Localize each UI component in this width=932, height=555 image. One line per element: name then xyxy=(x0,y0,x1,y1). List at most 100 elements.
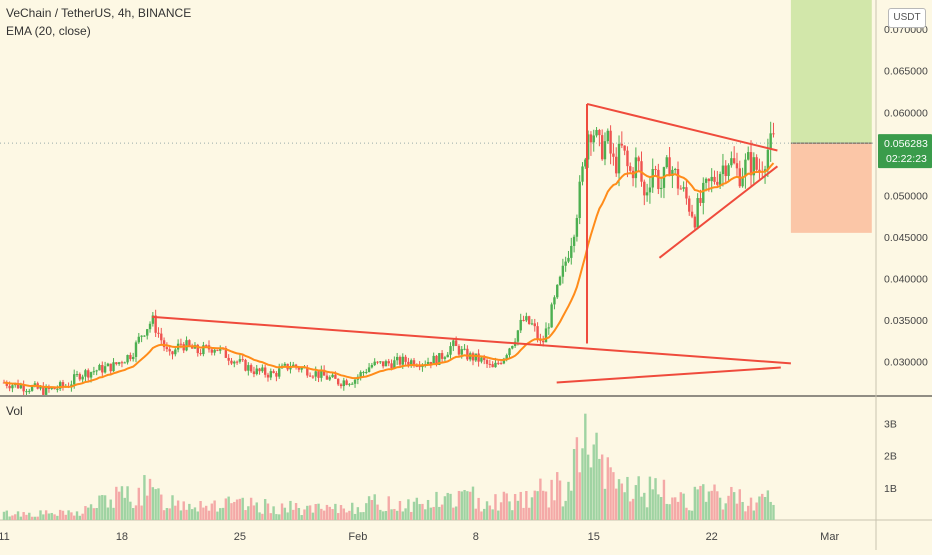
volume-bar xyxy=(640,496,643,520)
volume-bar xyxy=(219,508,222,520)
candle xyxy=(533,318,536,332)
candle xyxy=(140,335,143,343)
candle-body xyxy=(561,265,565,277)
candle xyxy=(732,146,736,165)
candle xyxy=(165,342,169,353)
candle xyxy=(693,214,697,231)
candle-body xyxy=(671,169,674,176)
volume-bar xyxy=(530,497,534,520)
volume-bar xyxy=(536,491,539,520)
candle xyxy=(247,362,250,376)
candle xyxy=(157,327,160,338)
volume-tick-label: 1B xyxy=(884,483,897,495)
candle xyxy=(412,357,416,368)
volume-bar xyxy=(443,496,447,520)
volume-bar xyxy=(261,513,264,520)
volume-bar xyxy=(373,494,376,520)
price-tag[interactable]: 0.056283 02:22:23 xyxy=(878,134,932,169)
candle xyxy=(724,160,727,184)
candle-body xyxy=(320,369,323,378)
volume-bar xyxy=(168,508,171,520)
candle xyxy=(643,179,646,206)
volume-bar xyxy=(395,510,399,520)
volume-bar xyxy=(718,497,722,520)
volume-bar xyxy=(216,511,219,520)
candle-body xyxy=(452,340,455,347)
candle-body xyxy=(710,176,713,182)
volume-bar xyxy=(505,493,508,520)
candle xyxy=(575,214,579,242)
volume-bar xyxy=(404,508,407,520)
volume-bar xyxy=(485,501,489,520)
volume-bar xyxy=(5,510,9,520)
candle xyxy=(440,350,444,363)
candle xyxy=(47,384,51,393)
candle xyxy=(606,128,609,144)
volume-bar xyxy=(109,499,112,520)
volume-bar xyxy=(556,472,559,520)
volume-bar xyxy=(58,509,62,520)
volume-bar xyxy=(572,449,576,520)
candle-body xyxy=(463,348,466,350)
candle-body xyxy=(5,382,9,386)
candle-body xyxy=(485,360,489,364)
volume-bar xyxy=(193,507,197,520)
volume-bar xyxy=(47,513,51,520)
volume-bar xyxy=(210,503,214,520)
volume-bar xyxy=(401,511,404,520)
candle xyxy=(272,369,275,374)
volume-bar xyxy=(578,472,581,520)
volume-bar xyxy=(657,494,660,520)
volume-bar xyxy=(438,506,441,520)
volume-bar xyxy=(589,467,593,520)
candle-body xyxy=(572,236,576,246)
candle-body xyxy=(117,362,121,365)
volume-bar xyxy=(502,491,506,520)
candle-body xyxy=(255,368,258,375)
candle-body xyxy=(454,340,458,346)
volume-bar xyxy=(463,489,466,520)
candle xyxy=(631,167,635,187)
candle-body xyxy=(460,349,463,355)
volume-bar xyxy=(162,510,166,520)
candle-body xyxy=(134,342,138,357)
volume-bar xyxy=(84,506,87,520)
volume-bar xyxy=(278,514,281,520)
candle-body xyxy=(623,145,626,151)
currency-selector[interactable]: USDT xyxy=(888,8,926,28)
candle-body xyxy=(289,366,292,370)
candle xyxy=(160,327,163,346)
candle xyxy=(249,363,253,374)
candle-body xyxy=(497,362,500,364)
candle xyxy=(581,162,584,186)
volume-bar xyxy=(525,490,528,520)
volume-bar xyxy=(508,501,511,520)
volume-bar xyxy=(331,509,334,520)
candle xyxy=(600,129,604,161)
candle-body xyxy=(379,361,382,363)
candle xyxy=(449,342,452,359)
candle-body xyxy=(499,363,503,365)
volume-bar xyxy=(376,504,379,520)
candle-body xyxy=(432,355,435,365)
candle xyxy=(151,311,155,327)
candle-body xyxy=(390,363,393,369)
volume-bar xyxy=(410,511,413,520)
candle xyxy=(238,354,242,364)
volume-bar xyxy=(75,511,79,520)
candle-body xyxy=(351,383,354,385)
candle xyxy=(744,153,747,189)
volume-bar xyxy=(16,511,20,520)
candle xyxy=(527,315,531,325)
candle xyxy=(103,361,107,374)
volume-bar xyxy=(39,510,42,520)
volume-bar xyxy=(233,501,236,520)
candle xyxy=(168,345,171,356)
candle-body xyxy=(227,357,230,361)
volume-bar xyxy=(387,496,390,520)
candle-body xyxy=(238,359,242,362)
candle xyxy=(665,155,668,169)
candle xyxy=(106,362,110,367)
